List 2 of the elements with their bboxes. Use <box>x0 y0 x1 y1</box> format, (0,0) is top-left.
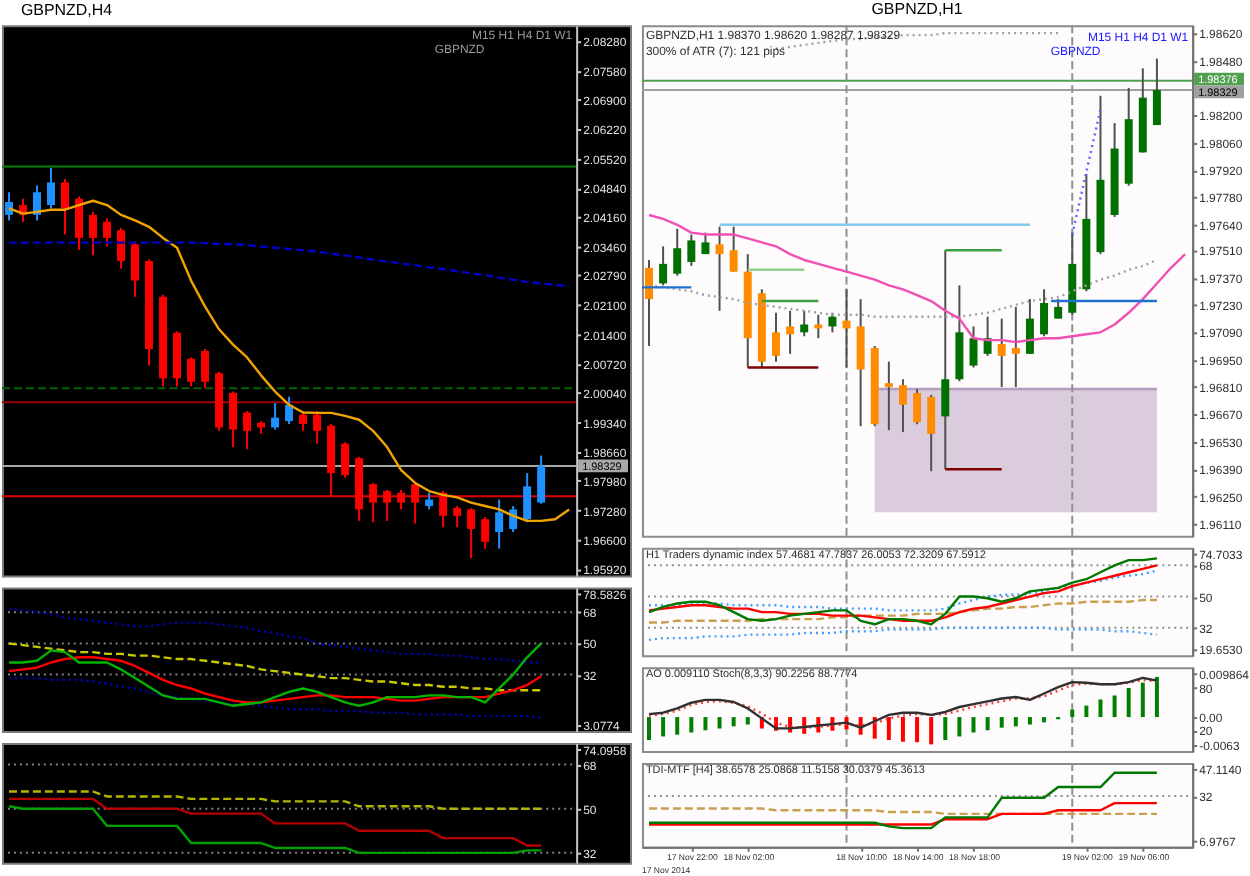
chart-title: GBPNZD,H4 <box>20 1 114 20</box>
chart-title: GBPNZD,H1 <box>871 0 964 19</box>
